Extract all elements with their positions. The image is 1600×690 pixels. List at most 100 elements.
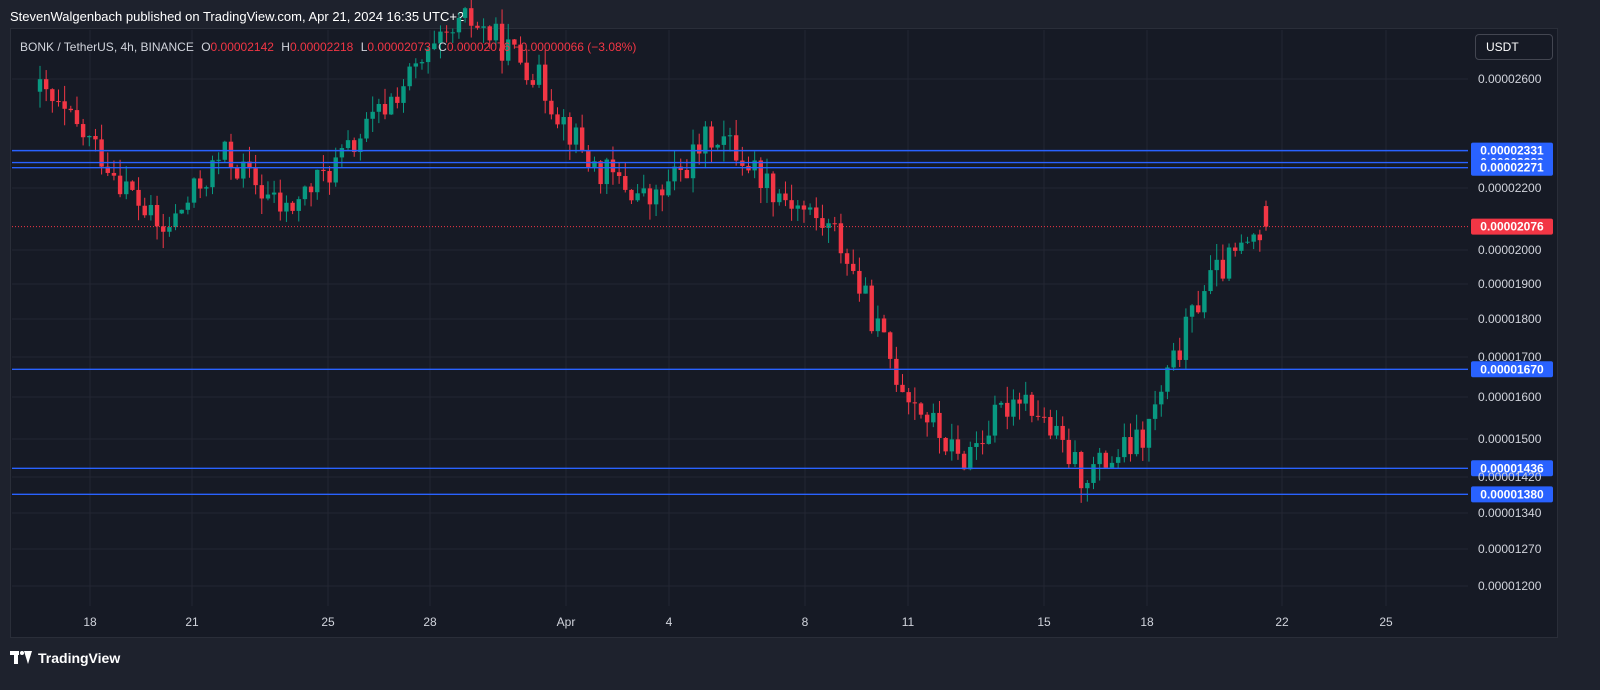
- low-value: 0.00002073: [367, 40, 431, 54]
- close-value: 0.00002076: [446, 40, 511, 54]
- candle-body: [167, 227, 172, 232]
- candle-body: [752, 160, 757, 171]
- candle-body: [1146, 418, 1152, 448]
- candle-body: [715, 144, 720, 148]
- candle-body: [912, 402, 918, 404]
- candle-body: [1159, 391, 1164, 405]
- candle-body: [117, 175, 123, 195]
- support-resistance-levels: 0.000023310.000022890.000022710.00001670…: [12, 142, 1553, 503]
- candle-body: [703, 126, 708, 154]
- candle-body: [284, 202, 289, 212]
- candle-body: [851, 263, 856, 271]
- candle-body: [635, 193, 640, 201]
- candle-body: [407, 66, 412, 87]
- current-price-tag: [1471, 218, 1553, 235]
- y-tick-label: 0.00002200: [1478, 181, 1542, 195]
- candle-body: [968, 446, 973, 470]
- candle-body: [388, 96, 394, 115]
- x-tick-label: 25: [321, 615, 335, 629]
- candle-body: [327, 171, 332, 183]
- currency-button[interactable]: USDT: [1475, 34, 1553, 60]
- candle-body: [1109, 462, 1115, 468]
- candle-body: [838, 223, 844, 254]
- level-price-label: 0.00002331: [1480, 144, 1544, 158]
- candle-body: [629, 189, 634, 201]
- candle-body: [216, 159, 221, 161]
- candle-body: [1251, 234, 1256, 242]
- candle-body: [924, 414, 930, 423]
- candle-body: [826, 223, 831, 228]
- candle-body: [234, 167, 240, 179]
- candle-body: [487, 26, 492, 41]
- candle-body: [647, 188, 653, 205]
- candle-body: [1165, 367, 1170, 392]
- candle-body: [592, 161, 597, 168]
- candle-body: [555, 114, 560, 125]
- candle-body: [296, 199, 301, 211]
- candle-body: [74, 110, 80, 125]
- candle-body: [949, 439, 954, 452]
- open-value: 0.00002142: [210, 40, 274, 54]
- current-price-label: 0.00002076: [1480, 220, 1544, 234]
- candle-body: [955, 439, 961, 454]
- candle-body: [844, 253, 850, 264]
- candle-body: [370, 111, 375, 119]
- candle-body: [1091, 464, 1096, 483]
- x-tick-label: 28: [423, 615, 437, 629]
- y-tick-label: 0.00001340: [1478, 506, 1542, 520]
- y-tick-label: 0.00001500: [1478, 432, 1542, 446]
- candle-body: [93, 136, 98, 140]
- candle-body: [339, 148, 345, 158]
- candle-body: [148, 204, 154, 216]
- candle-body: [154, 204, 160, 227]
- candle-body: [937, 412, 942, 438]
- candle-body: [241, 161, 246, 179]
- candle-body: [598, 161, 603, 185]
- candle-body: [1220, 259, 1226, 279]
- candle-body: [789, 200, 794, 209]
- candle-body: [721, 136, 727, 145]
- candle-body: [943, 437, 948, 452]
- candle-body: [469, 8, 474, 26]
- level-price-tag: [1471, 159, 1553, 176]
- y-tick-label: 0.00001700: [1478, 350, 1542, 364]
- candle-body: [1183, 316, 1189, 360]
- x-tick-label: 22: [1275, 615, 1289, 629]
- candle-body: [1072, 452, 1078, 465]
- open-label: O: [201, 40, 211, 54]
- candle-body: [1226, 247, 1232, 279]
- candle-body: [56, 101, 61, 103]
- candle-body: [820, 218, 825, 228]
- x-tick-label: 18: [1140, 615, 1154, 629]
- candle-body: [278, 192, 283, 212]
- candle-body: [37, 79, 43, 92]
- candle-body: [875, 318, 881, 332]
- candle-body: [204, 187, 209, 189]
- candle-body: [697, 144, 702, 154]
- candle-body: [62, 101, 67, 109]
- candle-body: [271, 192, 277, 195]
- candle-body: [1189, 305, 1195, 317]
- candle-body: [986, 435, 991, 444]
- candle-body: [998, 402, 1004, 405]
- candle-body: [210, 160, 215, 188]
- candle-body: [758, 160, 764, 188]
- candle-body: [197, 178, 203, 189]
- candle-body: [68, 108, 74, 111]
- candle-body: [881, 318, 887, 333]
- level-price-tag: [1471, 361, 1553, 378]
- candle-body: [653, 189, 659, 205]
- time-axis: 18 21 25 28 Apr 4 8 11 15 18 22 25: [83, 615, 1393, 629]
- candle-body: [432, 43, 437, 50]
- candle-body: [807, 207, 813, 210]
- level-price-label: 0.00002271: [1480, 161, 1544, 175]
- candle-body: [1232, 247, 1238, 251]
- candle-body: [801, 205, 807, 210]
- candle-body: [462, 8, 468, 18]
- candle-body: [660, 189, 665, 196]
- chart-pane[interactable]: [10, 28, 1558, 638]
- candle-body: [542, 64, 548, 101]
- candle-body: [1134, 429, 1139, 455]
- candle-body: [456, 17, 462, 33]
